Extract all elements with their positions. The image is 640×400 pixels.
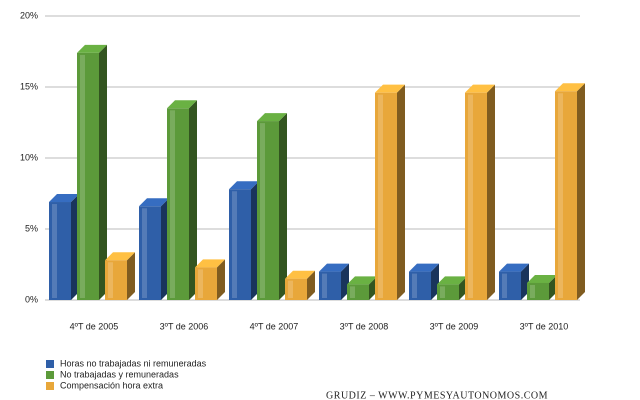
x-tick-label: 4ºT de 2007 [250, 321, 299, 331]
y-tick-label: 20% [20, 10, 38, 20]
x-tick-label: 3ºT de 2009 [430, 321, 479, 331]
x-tick-label: 3ºT de 2006 [160, 321, 209, 331]
legend-swatch [46, 382, 54, 390]
bar [555, 83, 585, 300]
legend-label: Compensación hora extra [60, 380, 163, 390]
bar [285, 270, 315, 300]
bar [499, 263, 529, 300]
bar [77, 44, 107, 300]
legend-swatch [46, 371, 54, 379]
bar [319, 263, 349, 300]
bar [347, 276, 377, 300]
x-tick-label: 3ºT de 2010 [520, 321, 569, 331]
y-tick-label: 10% [20, 152, 38, 162]
bar [437, 276, 467, 300]
y-tick-label: 5% [25, 223, 38, 233]
bar [105, 252, 135, 300]
bar [527, 274, 557, 300]
x-tick-label: 4ºT de 2005 [70, 321, 119, 331]
y-tick-label: 15% [20, 81, 38, 91]
footer: GRUDIZ – WWW.PYMESYAUTONOMOS.COM [326, 390, 548, 400]
y-tick-label: 0% [25, 294, 38, 304]
legend-label: No trabajadas y remuneradas [60, 369, 179, 379]
legend-label: Horas no trabajadas ni remuneradas [60, 358, 207, 368]
bar [49, 194, 79, 300]
bar [409, 263, 439, 300]
x-tick-label: 3ºT de 2008 [340, 321, 389, 331]
bar [139, 198, 169, 300]
legend-swatch [46, 360, 54, 368]
bar [465, 84, 495, 301]
bar [229, 181, 259, 300]
bar [375, 84, 405, 301]
bar [167, 100, 197, 300]
bar [257, 113, 287, 300]
bar [195, 259, 225, 300]
